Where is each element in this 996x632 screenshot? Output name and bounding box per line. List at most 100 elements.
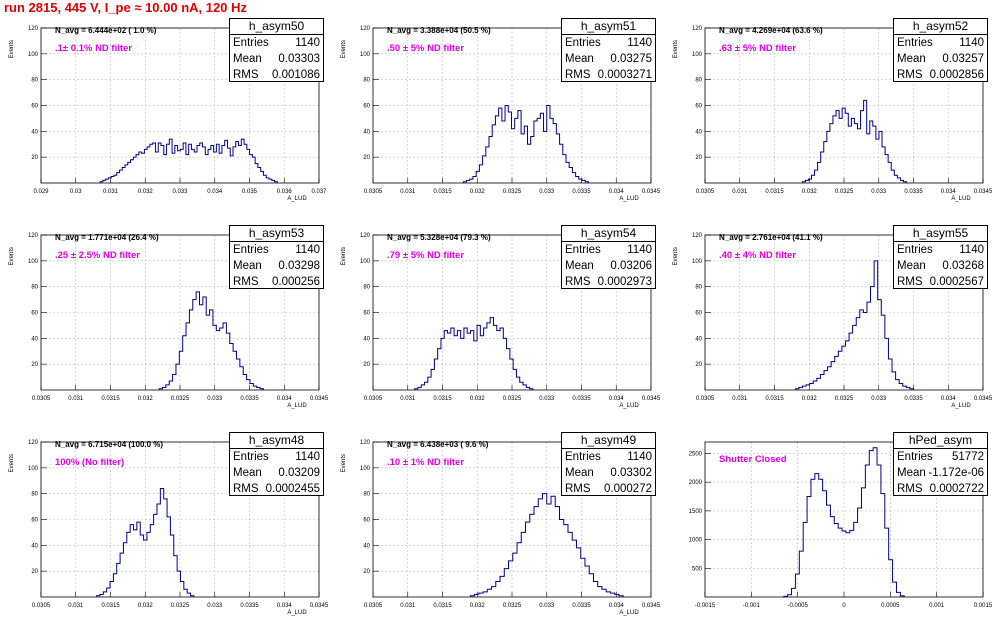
x-tick-label: 0.0345: [642, 396, 661, 402]
y-tick-label: 2500: [689, 451, 703, 457]
histogram-plot: 0.0305 0.031 0.0315 0.032 0.0325 0.033 0.0335 0…: [341, 440, 661, 616]
stats-label: Mean: [565, 467, 594, 479]
page-title: run 2815, 445 V, I_pe ≈ 10.00 nA, 120 Hz: [4, 0, 247, 15]
x-tick-label: 0.0315: [433, 396, 452, 402]
stats-row-mean: Mean 0.03302: [562, 465, 655, 481]
y-tick-label: 20: [695, 155, 702, 161]
histogram-name: h_asym53: [230, 226, 323, 242]
y-tick-label: 100: [28, 52, 39, 58]
n-avg-label: N_avg = 1.771e+04 (26.4 %): [55, 233, 159, 242]
stats-label: Entries: [565, 451, 601, 463]
stats-value: 0.03298: [278, 260, 320, 272]
y-tick-label: 60: [31, 104, 38, 110]
x-tick-label: 0.0335: [240, 396, 259, 402]
x-tick-label: 0.0315: [101, 396, 120, 402]
stats-label: Mean: [897, 260, 926, 272]
x-tick-label: 0.032: [470, 603, 486, 609]
x-axis-label: A_LUD: [951, 196, 971, 202]
x-axis-label: A_LUD: [287, 610, 307, 616]
x-tick-label: 0.036: [277, 189, 293, 195]
histogram-bins: [414, 317, 534, 390]
x-tick-label: 0.031: [68, 603, 84, 609]
stats-row-rms: RMS 0.0002455: [230, 481, 323, 497]
stats-value: 0.03209: [278, 467, 320, 479]
stats-label: Mean: [233, 260, 262, 272]
histogram-name: h_asym51: [562, 19, 655, 35]
y-tick-label: 60: [31, 518, 38, 524]
stats-value: 0.000256: [272, 276, 320, 288]
x-tick-label: 0.0325: [835, 189, 854, 195]
stats-value: -1.172e-06: [928, 467, 984, 479]
y-tick-label: 60: [363, 311, 370, 317]
stats-value: 0.0002455: [265, 483, 320, 495]
stats-row-rms: RMS 0.0002722: [894, 481, 987, 497]
y-axis-label: Events: [341, 40, 347, 58]
histogram-panel-hPed_asym: -0.0015 -0.001 -0.0005 0 0.0005 0.001 0.0015 50…: [668, 432, 993, 632]
stats-box: h_asym48 Entries 1140 Mean 0.03209 RMS 0.00024…: [229, 432, 324, 496]
y-tick-label: 40: [695, 336, 702, 342]
x-tick-label: 0.032: [138, 189, 154, 195]
plot-frame: [40, 27, 320, 184]
stats-label: Entries: [565, 37, 601, 49]
stats-row-mean: Mean 0.03206: [562, 258, 655, 274]
histogram-plot: 0.0305 0.031 0.0315 0.032 0.0325 0.033 0.0335 0…: [673, 26, 993, 202]
stats-label: RMS: [233, 483, 259, 495]
stats-value: 0.0003271: [597, 69, 652, 81]
x-tick-label: 0.03: [70, 189, 82, 195]
y-tick-label: 120: [28, 233, 39, 239]
stats-box: h_asym53 Entries 1140 Mean 0.03298 RMS 0.00025…: [229, 225, 324, 289]
x-tick-label: 0.0305: [32, 603, 51, 609]
x-tick-label: 0.0325: [171, 396, 190, 402]
stats-row-rms: RMS 0.000256: [230, 274, 323, 290]
stats-value: 1140: [959, 37, 984, 49]
stats-label: Entries: [233, 37, 269, 49]
stats-value: 1140: [959, 244, 984, 256]
y-axis-label: Events: [9, 247, 15, 265]
y-tick-label: 40: [31, 336, 38, 342]
histogram-panel-h_asym54: 0.0305 0.031 0.0315 0.032 0.0325 0.033 0.0335 0…: [336, 225, 661, 425]
stats-row-mean: Mean 0.03298: [230, 258, 323, 274]
x-tick-label: 0.033: [207, 396, 223, 402]
histogram-panel-h_asym51: 0.0305 0.031 0.0315 0.032 0.0325 0.033 0.0335 0…: [336, 18, 661, 218]
histogram-name: h_asym52: [894, 19, 987, 35]
y-tick-label: 80: [31, 492, 38, 498]
x-tick-label: 0.033: [207, 603, 223, 609]
stats-label: Mean: [897, 467, 926, 479]
filter-label: .50 ± 5% ND filter: [387, 43, 464, 54]
stats-value: 0.0002856: [929, 69, 984, 81]
histogram-name: h_asym50: [230, 19, 323, 35]
x-tick-label: 0.0305: [32, 396, 51, 402]
stats-value: 0.03303: [278, 53, 320, 65]
stats-label: RMS: [897, 69, 923, 81]
y-tick-label: 80: [31, 78, 38, 84]
stats-label: Mean: [233, 467, 262, 479]
y-tick-label: 60: [363, 104, 370, 110]
y-tick-label: 40: [695, 129, 702, 135]
stats-value: 0.03206: [610, 260, 652, 272]
stats-row-mean: Mean 0.03209: [230, 465, 323, 481]
y-axis-label: Events: [9, 454, 15, 472]
x-tick-label: 0.032: [138, 603, 154, 609]
y-tick-label: 500: [692, 566, 703, 572]
x-tick-label: 0.0345: [310, 396, 329, 402]
histogram-name: h_asym48: [230, 433, 323, 449]
stats-label: Entries: [897, 37, 933, 49]
stats-value: 0.0002973: [597, 276, 652, 288]
y-tick-label: 1000: [689, 538, 703, 544]
stats-label: Entries: [233, 244, 269, 256]
y-tick-label: 20: [31, 362, 38, 368]
y-tick-label: 120: [28, 440, 39, 446]
x-tick-label: 0.0345: [310, 603, 329, 609]
plot-frame: [704, 27, 984, 184]
filter-label: .10 ± 1% ND filter: [387, 457, 464, 468]
stats-row-rms: RMS 0.0002973: [562, 274, 655, 290]
x-tick-label: 0.032: [802, 396, 818, 402]
stats-value: 1140: [627, 244, 652, 256]
filter-label: .1± 0.1% ND filter: [55, 43, 132, 54]
x-axis-label: A_LUD: [951, 403, 971, 409]
x-tick-label: 0.0325: [503, 189, 522, 195]
x-tick-label: 0.034: [941, 396, 957, 402]
stats-value: 0.001086: [272, 69, 320, 81]
y-tick-label: 40: [363, 543, 370, 549]
y-axis-label: Events: [673, 247, 679, 265]
